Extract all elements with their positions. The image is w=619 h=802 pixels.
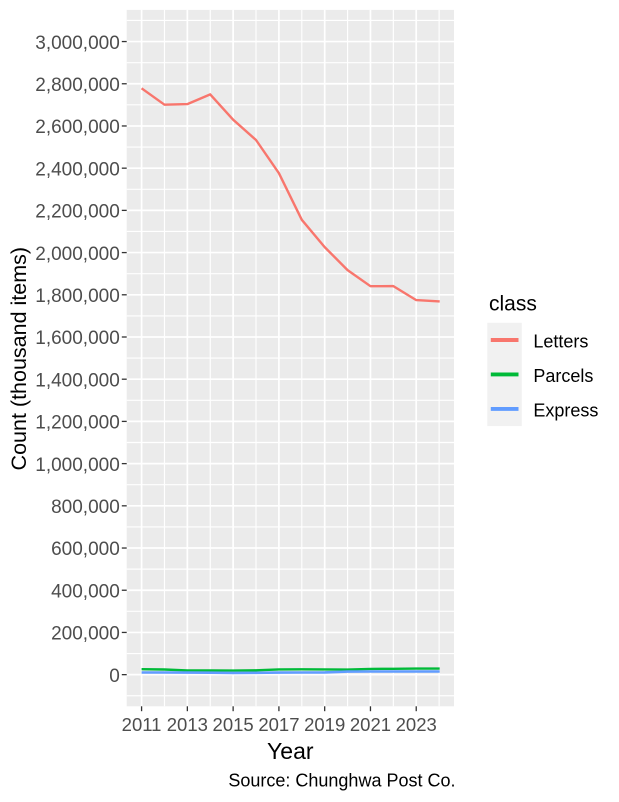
svg-text:2019: 2019	[304, 714, 345, 735]
svg-text:2,000,000: 2,000,000	[35, 244, 120, 265]
svg-text:800,000: 800,000	[51, 497, 120, 518]
svg-text:400,000: 400,000	[51, 581, 120, 602]
svg-text:Letters: Letters	[533, 331, 588, 351]
svg-text:Parcels: Parcels	[533, 366, 593, 386]
svg-text:2,800,000: 2,800,000	[35, 75, 120, 96]
svg-text:1,600,000: 1,600,000	[35, 328, 120, 349]
svg-text:2015: 2015	[213, 714, 254, 735]
svg-text:1,400,000: 1,400,000	[35, 370, 120, 391]
svg-text:600,000: 600,000	[51, 539, 120, 560]
svg-text:Count (thousand items): Count (thousand items)	[7, 247, 31, 470]
svg-text:1,200,000: 1,200,000	[35, 413, 120, 434]
svg-text:class: class	[489, 293, 537, 316]
svg-text:3,000,000: 3,000,000	[35, 33, 120, 54]
svg-text:1,000,000: 1,000,000	[35, 455, 120, 476]
svg-text:2,400,000: 2,400,000	[35, 159, 120, 180]
svg-text:0: 0	[109, 666, 120, 687]
svg-text:Year: Year	[267, 738, 314, 764]
svg-text:2023: 2023	[396, 714, 437, 735]
svg-text:2,200,000: 2,200,000	[35, 202, 120, 223]
svg-text:Source: Chunghwa Post Co.: Source: Chunghwa Post Co.	[228, 770, 455, 790]
svg-text:2013: 2013	[167, 714, 208, 735]
svg-text:Express: Express	[533, 400, 598, 420]
svg-text:200,000: 200,000	[51, 624, 120, 645]
svg-text:2011: 2011	[122, 714, 162, 735]
svg-text:2017: 2017	[258, 714, 299, 735]
svg-text:2021: 2021	[350, 714, 391, 735]
svg-text:2,600,000: 2,600,000	[35, 117, 120, 138]
svg-text:1,800,000: 1,800,000	[35, 286, 120, 307]
